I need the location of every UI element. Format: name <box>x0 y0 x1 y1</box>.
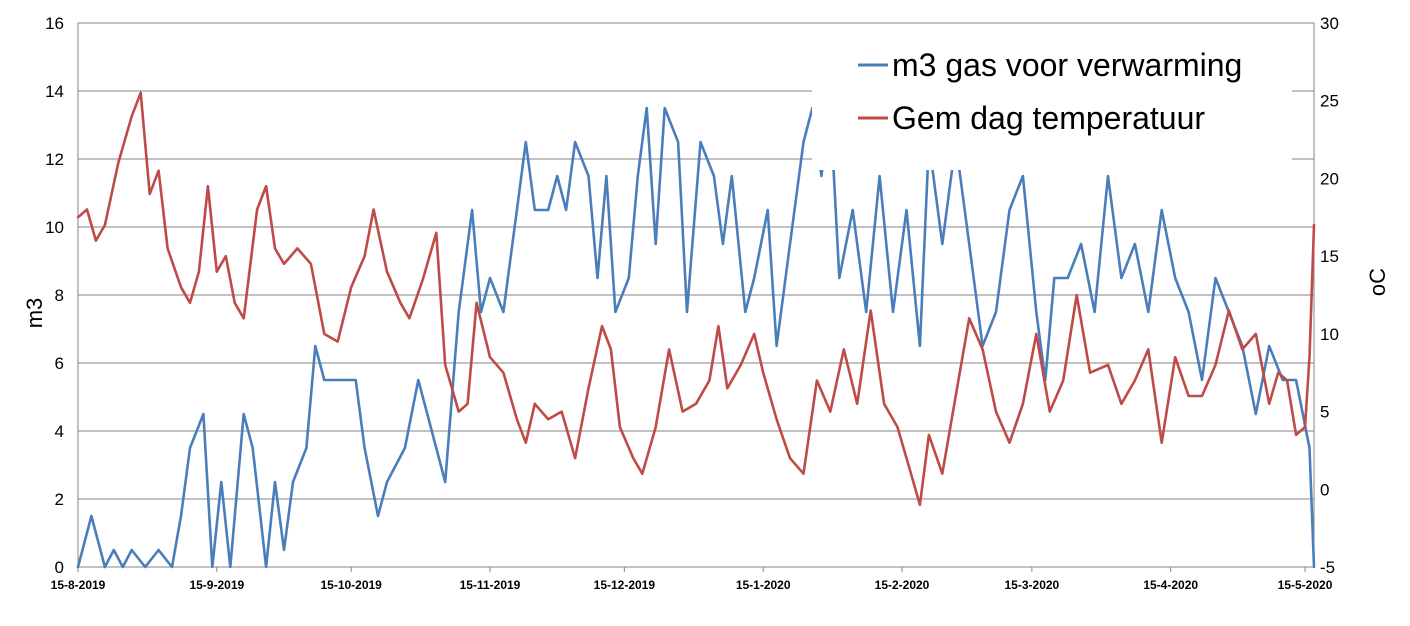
y-tick-right-0: 0 <box>1320 480 1329 499</box>
y-tick-left-0: 0 <box>55 558 64 577</box>
x-ticks: 15-8-2019 15-9-2019 15-10-2019 15-11-2019 15… <box>51 567 1333 592</box>
y-axis-left-label: m3 <box>22 298 47 329</box>
legend-label-gas: m3 gas voor verwarming <box>892 47 1242 83</box>
y-tick-right-25: 25 <box>1320 92 1339 111</box>
y-tick-right-20: 20 <box>1320 169 1339 188</box>
y-tick-left-2: 2 <box>55 490 64 509</box>
y-tick-right--5: -5 <box>1320 558 1335 577</box>
axes <box>77 23 1315 568</box>
y-tick-left-12: 12 <box>45 150 64 169</box>
x-tick-15-3-2020: 15-3-2020 <box>1005 578 1060 592</box>
x-tick-15-8-2019: 15-8-2019 <box>51 578 106 592</box>
y-tick-left-4: 4 <box>55 422 64 441</box>
legend-label-temp: Gem dag temperatuur <box>892 100 1205 136</box>
y-tick-left-14: 14 <box>45 82 64 101</box>
y-tick-right-15: 15 <box>1320 247 1339 266</box>
y-ticks-right: -5 0 5 10 15 20 25 30 <box>1320 14 1339 577</box>
legend: m3 gas voor verwarming Gem dag temperatu… <box>812 30 1292 170</box>
y-tick-left-6: 6 <box>55 354 64 373</box>
y-tick-right-10: 10 <box>1320 325 1339 344</box>
y-tick-right-30: 30 <box>1320 14 1339 33</box>
y-tick-left-10: 10 <box>45 218 64 237</box>
x-tick-15-10-2019: 15-10-2019 <box>320 578 382 592</box>
y-tick-left-16: 16 <box>45 14 64 33</box>
x-tick-15-4-2020: 15-4-2020 <box>1143 578 1198 592</box>
series-layer <box>76 91 1316 569</box>
y-ticks-left: 0 2 4 6 8 10 12 14 16 <box>45 14 64 577</box>
x-tick-15-2-2020: 15-2-2020 <box>875 578 930 592</box>
x-tick-15-1-2020: 15-1-2020 <box>736 578 791 592</box>
y-tick-left-8: 8 <box>55 286 64 305</box>
x-tick-15-11-2019: 15-11-2019 <box>460 578 521 592</box>
x-tick-15-12-2019: 15-12-2019 <box>594 578 656 592</box>
series-line-gas <box>76 106 1316 569</box>
legend-background <box>812 30 1292 170</box>
x-tick-15-9-2019: 15-9-2019 <box>189 578 244 592</box>
y-tick-right-5: 5 <box>1320 403 1329 422</box>
x-tick-15-5-2020: 15-5-2020 <box>1278 578 1333 592</box>
y-axis-right-label: oC <box>1365 268 1390 296</box>
series-line-temperature <box>76 91 1316 507</box>
